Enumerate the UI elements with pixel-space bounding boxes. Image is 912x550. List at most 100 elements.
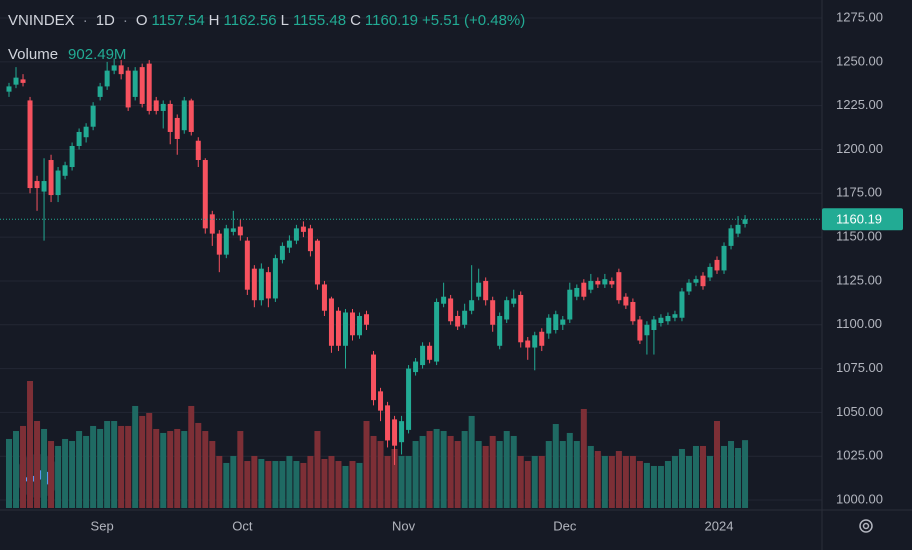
volume-bar [735,447,742,508]
volume-bar [342,465,349,508]
volume-bar [328,455,335,508]
candle-body [567,289,573,320]
volume-bar [468,415,475,508]
candle-body [427,345,433,360]
candle-body [328,298,334,346]
candle-body [55,170,61,196]
candle-body [160,103,166,111]
volume-bar [538,455,545,508]
volume-bar [707,455,713,508]
change: +5.51 [422,12,460,29]
candle-body [174,117,180,139]
y-tick-label: 1275.00 [836,9,883,24]
candle-body [693,279,699,283]
ohlc-key: H [208,12,220,29]
volume-bar [580,408,587,508]
volume-bar [510,435,517,508]
candle-body [525,340,531,348]
candle-body [153,100,159,111]
candle-body [455,315,461,327]
candle-body [504,300,510,320]
candle-body [714,259,720,271]
gear-ring[interactable] [859,519,873,533]
y-tick-label: 1050.00 [836,404,883,419]
volume-bar [370,435,377,508]
open-value: 1157.54 [151,12,205,29]
volume-bar [545,441,552,508]
legend-main: VNINDEX · 1D · O 1157.54 H 1162.56 L 1155.4… [8,12,525,29]
volume-bar [489,435,496,508]
volume-bar [714,421,721,508]
volume-bar [83,435,90,508]
candle-body [462,310,468,325]
candle-body [637,319,643,341]
volume-bar [286,455,293,508]
candle-body [630,301,636,322]
y-tick-label: 1150.00 [836,229,882,244]
x-tick-label: Dec [553,518,577,533]
candle-body [483,280,489,301]
volume-bar [132,405,139,508]
candle-body [420,345,426,366]
candle-body [721,245,727,271]
ohlc-key: L [280,12,289,29]
candle-body [307,228,313,252]
volume-bar [356,462,363,508]
x-tick-label: Nov [392,518,416,533]
volume-bar [405,455,412,508]
candle-body [321,284,327,311]
candle-body [237,226,243,236]
candle-body [623,296,629,306]
volume-bar [398,455,405,508]
volume-bar [721,445,728,508]
candle-body [539,331,545,346]
volume-bar [279,461,286,508]
candle-body [406,368,412,430]
candle-body [48,160,54,196]
candle-body [293,228,299,241]
volume-name: Volume [8,46,59,63]
volume-bar [55,445,62,508]
candle-body [434,301,440,362]
candle-body [441,296,447,304]
candle-body [41,181,47,192]
volume-bar [531,455,538,508]
candle-body [385,405,391,441]
volume-bar [678,448,685,508]
volume-bar [265,461,272,508]
volume-bar [314,431,321,508]
gear-center[interactable] [862,522,870,530]
candle-body [511,298,517,304]
settings-icon[interactable] [859,519,873,533]
volume-bar [300,462,307,508]
y-tick-label: 1075.00 [836,360,883,375]
volume-bar [188,405,195,508]
candle-body [83,126,89,138]
volume-bar [377,441,384,508]
y-tick-label: 1125.00 [836,272,882,287]
volume-bar [125,425,132,508]
volume-bar [573,441,580,508]
candle-body [658,317,664,323]
volume-bar [517,455,524,508]
ohlc-key: O [135,12,148,29]
candle-body [216,233,222,255]
candle-body [672,314,678,318]
volume-bar [216,455,223,508]
candle-body [76,131,82,146]
candle-body [20,79,26,83]
candle-body [230,228,236,232]
candle-body [742,219,748,224]
candle-body [342,312,348,346]
candle-body [6,86,12,92]
volume-bar [426,431,433,508]
y-tick-label: 1250.00 [836,53,883,68]
candle-body [378,391,384,411]
candle-body [518,294,524,343]
candle-body [490,300,496,325]
candle-body [286,240,292,248]
interval: 1D [95,12,115,29]
volume-bar [524,461,531,508]
candle-body [616,272,622,301]
